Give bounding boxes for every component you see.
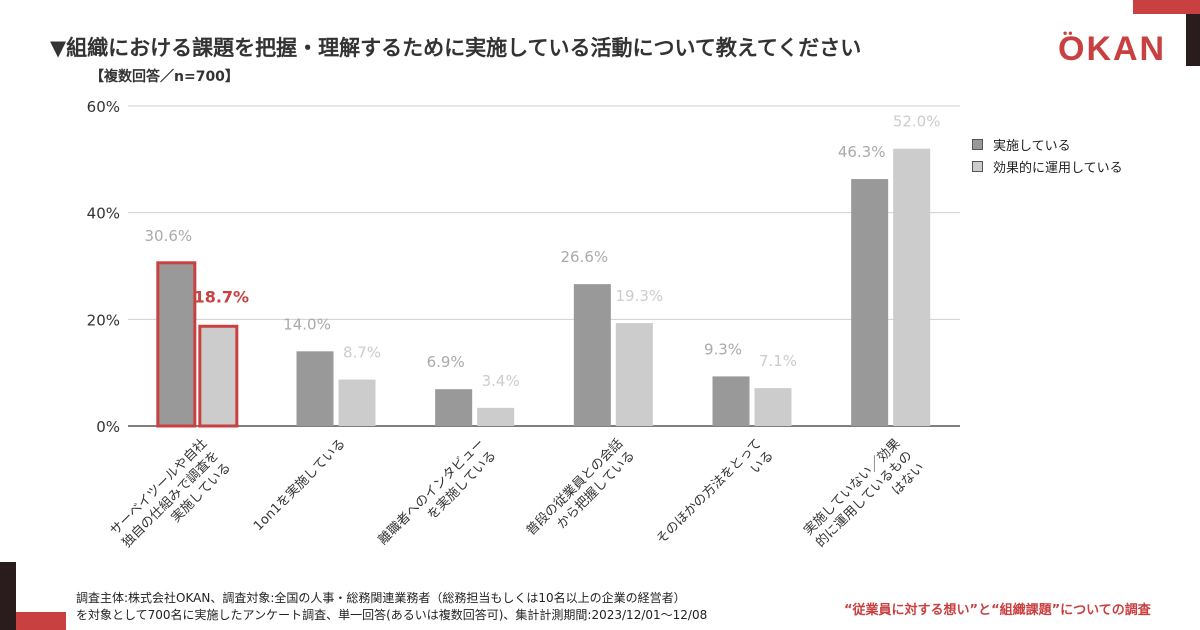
bar — [156, 261, 197, 428]
x-tick-label-line: 1on1を実施している — [250, 436, 349, 535]
legend-item-effective: 効果的に運用している — [972, 156, 1123, 176]
chart-legend: 実施している 効果的に運用している — [972, 134, 1123, 178]
legend-label-implemented: 実施している — [993, 138, 1071, 154]
logo-umlaut-dots: •• — [1063, 26, 1074, 40]
bar — [615, 323, 653, 426]
bar — [435, 389, 473, 426]
corner-accent-bottom-left — [0, 562, 16, 630]
chart-subtitle: 【複数回答／n=700】 — [90, 69, 239, 85]
x-tick-label: 普段の従業員との会話から把握している — [523, 436, 638, 551]
corner-accent-bottom-red — [16, 612, 66, 630]
data-label: 26.6% — [561, 248, 609, 266]
data-label: 9.3% — [704, 340, 742, 358]
x-tick-label-line: 実施していない／効果 — [801, 436, 904, 539]
bar — [712, 376, 750, 426]
data-label: 52.0% — [893, 113, 941, 131]
legend-label-effective: 効果的に運用している — [993, 160, 1123, 176]
x-tick-label: 離職者へのインタビューを実施している — [376, 436, 500, 560]
data-label: 18.7% — [194, 287, 250, 306]
x-tick-label: サーベイツールや自社独自の仕組みで調査を実施している — [107, 436, 234, 563]
corner-accent-right-bar — [1186, 14, 1200, 66]
x-tick-label-line: そのほかの方法をとって — [653, 436, 765, 548]
data-label: 7.1% — [759, 352, 797, 370]
bar — [338, 379, 376, 426]
data-label: 14.0% — [283, 315, 331, 333]
methodology-line-1: 調査主体:株式会社OKAN、調査対象:全国の人事・総務関連業務者（総務担当もしく… — [76, 591, 686, 605]
survey-methodology-note: 調査主体:株式会社OKAN、調査対象:全国の人事・総務関連業務者（総務担当もしく… — [76, 590, 707, 624]
bar — [477, 407, 515, 426]
bar — [296, 351, 334, 426]
survey-name: “従業員に対する想い”と“組織課題”についての調査 — [844, 603, 1151, 618]
data-label: 6.9% — [427, 353, 465, 371]
x-tick-label-line: サーベイツールや自社 — [107, 436, 210, 539]
x-tick-label-line: 的に運用しているもの — [813, 448, 916, 551]
data-label: 19.3% — [616, 287, 664, 305]
bar — [851, 179, 889, 426]
corner-accent-top-right — [1133, 0, 1200, 14]
data-label: 30.6% — [145, 227, 193, 245]
legend-swatch-implemented — [972, 138, 983, 150]
x-tick-label: そのほかの方法をとっている — [653, 436, 777, 560]
y-tick-label: 40% — [87, 205, 120, 223]
chart-title: ▼組織における課題を把握・理解するために実施している活動について教えてください — [50, 36, 862, 60]
bar — [198, 324, 239, 428]
bar — [893, 148, 931, 426]
legend-swatch-effective — [972, 160, 983, 172]
x-tick-label: 実施していない／効果的に運用しているものはない — [801, 436, 928, 563]
x-tick-label: 1on1を実施している — [250, 436, 349, 535]
bar — [754, 388, 792, 426]
y-tick-label: 0% — [96, 418, 120, 436]
data-label: 46.3% — [838, 143, 886, 161]
okan-logo: OKAN — [1058, 30, 1167, 68]
y-tick-label: 60% — [87, 98, 120, 116]
bar — [573, 284, 611, 426]
data-label: 3.4% — [482, 372, 520, 390]
data-label: 8.7% — [343, 344, 381, 362]
x-tick-label-line: 離職者へのインタビュー — [376, 436, 488, 548]
legend-item-implemented: 実施している — [972, 134, 1123, 154]
x-tick-label-line: 普段の従業員との会話 — [523, 436, 626, 539]
methodology-line-2: を対象として700名に実施したアンケート調査、単一回答(あるいは複数回答可)、集… — [76, 608, 708, 622]
y-tick-label: 20% — [87, 311, 120, 329]
